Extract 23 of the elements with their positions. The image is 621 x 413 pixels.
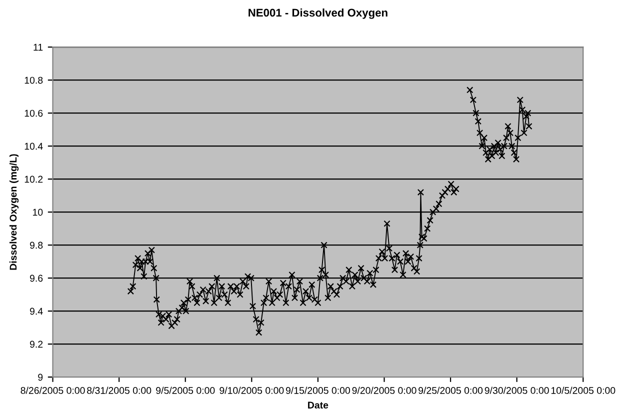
y-tick-label: 10 bbox=[32, 208, 43, 216]
x-tick-label: 9/30/2005 0:00 bbox=[484, 386, 549, 394]
x-tick-label: 8/26/2005 0:00 bbox=[20, 386, 85, 394]
x-tick-label: 9/10/2005 0:00 bbox=[220, 386, 284, 394]
y-tick-label: 9 bbox=[38, 374, 43, 381]
x-tick-label: 8/31/2005 0:00 bbox=[87, 386, 152, 394]
x-tick-label: 10/5/2005 0:00 bbox=[551, 386, 616, 394]
x-axis-title: Date bbox=[308, 402, 328, 409]
x-tick-label: 9/5/2005 0:00 bbox=[156, 386, 215, 394]
y-tick-label: 10.4 bbox=[24, 142, 43, 150]
y-tick-label: 10.8 bbox=[24, 76, 43, 84]
y-tick-label: 9.4 bbox=[30, 308, 43, 315]
chart-title: NE001 - Dissolved Oxygen bbox=[248, 8, 388, 19]
y-tick-label: 9.2 bbox=[30, 340, 43, 348]
y-tick-label: 10.2 bbox=[24, 176, 43, 183]
y-axis-title: Dissolved Oxygen (mg/L) bbox=[9, 154, 19, 270]
y-tick-label: 10.6 bbox=[24, 110, 43, 117]
y-tick-label: 11 bbox=[34, 44, 43, 51]
y-tick-label: 9.6 bbox=[30, 274, 43, 282]
x-tick-label: 9/15/2005 0:00 bbox=[286, 386, 350, 394]
x-tick-label: 9/20/2005 0:00 bbox=[352, 386, 416, 394]
y-tick-label: 9.8 bbox=[30, 242, 43, 249]
x-tick-label: 9/25/2005 0:00 bbox=[418, 386, 483, 394]
